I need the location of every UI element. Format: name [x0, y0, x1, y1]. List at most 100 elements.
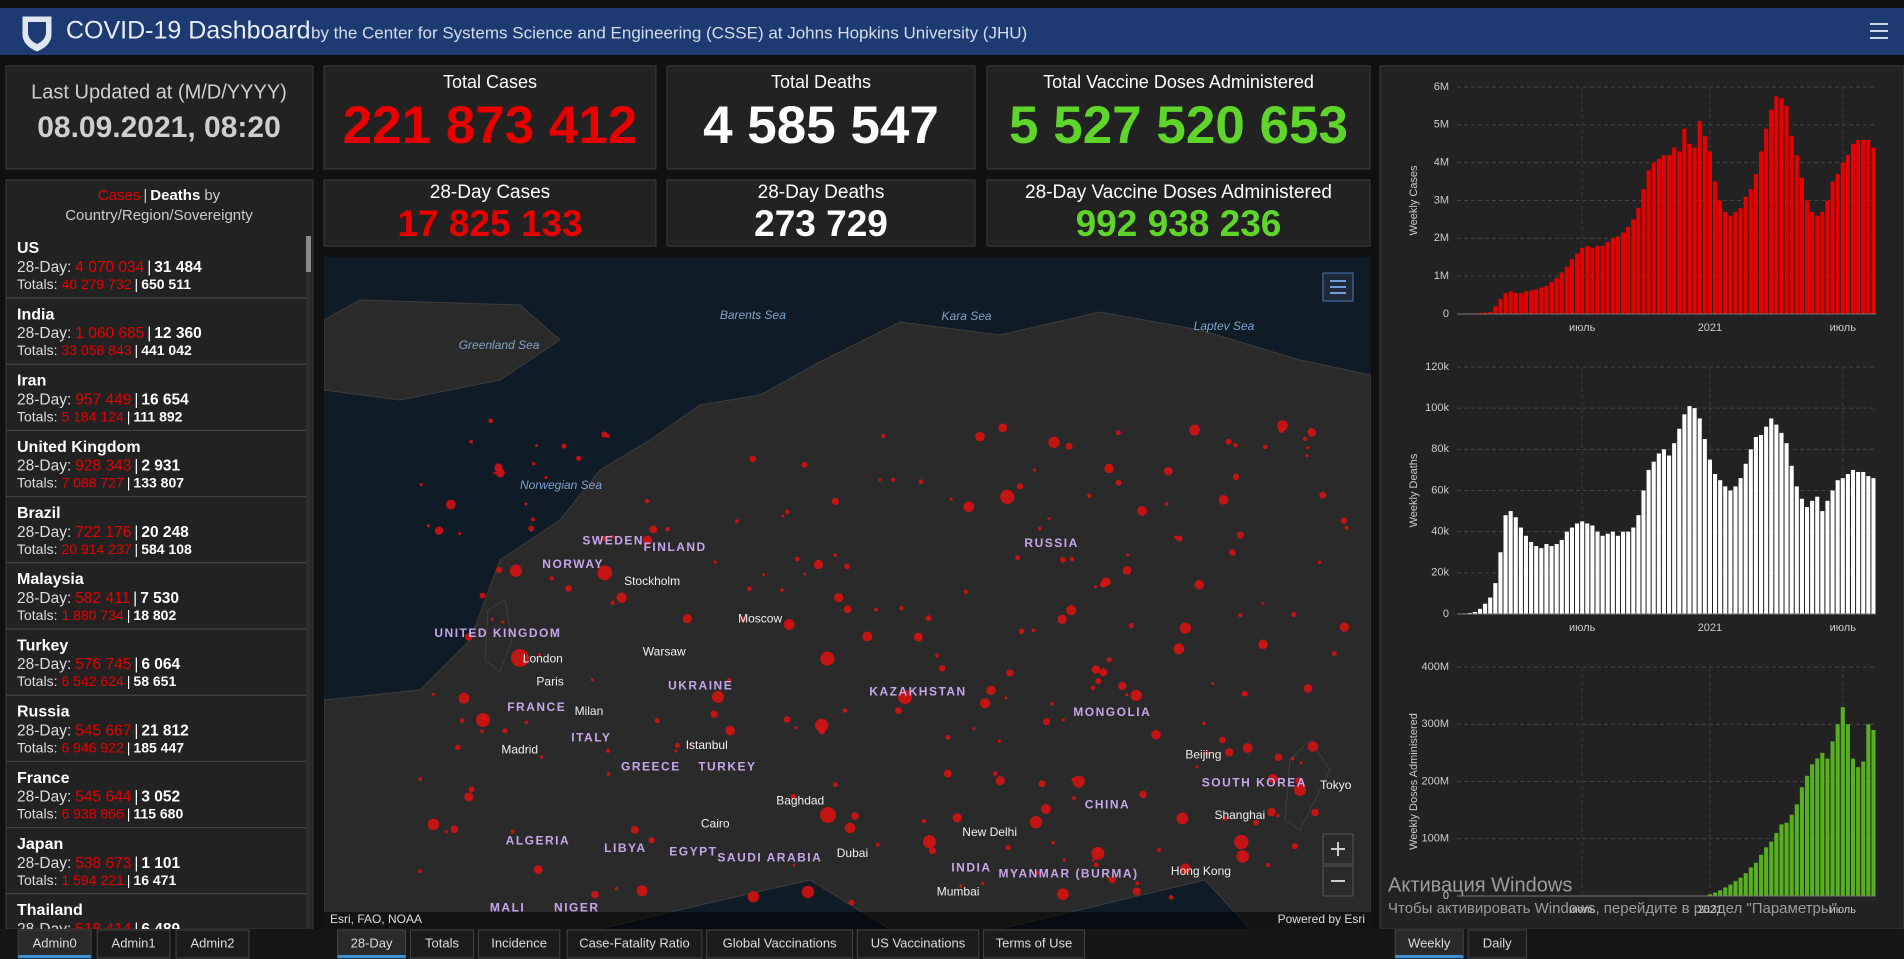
bar[interactable] [1871, 147, 1876, 314]
case-dot[interactable] [1225, 748, 1234, 757]
bar[interactable] [1707, 459, 1712, 614]
case-dot[interactable] [1268, 773, 1278, 784]
bar[interactable] [1585, 523, 1590, 614]
case-dot[interactable] [899, 605, 904, 611]
case-dot[interactable] [610, 534, 615, 539]
bar[interactable] [1850, 143, 1856, 314]
bar[interactable] [1610, 531, 1615, 614]
case-dot[interactable] [998, 423, 1008, 433]
case-dot[interactable] [848, 899, 855, 906]
bar[interactable] [1631, 219, 1636, 314]
case-dot[interactable] [1340, 517, 1347, 524]
bar[interactable] [1534, 546, 1539, 614]
case-dot[interactable] [1095, 678, 1102, 685]
bar[interactable] [1646, 170, 1651, 314]
bar[interactable] [1789, 136, 1794, 314]
case-dot[interactable] [997, 739, 1001, 743]
bar[interactable] [1748, 449, 1753, 614]
bar[interactable] [1840, 162, 1845, 314]
bar[interactable] [1529, 541, 1534, 614]
case-dot[interactable] [644, 498, 650, 504]
case-dot[interactable] [831, 497, 839, 505]
case-dot[interactable] [1072, 775, 1085, 788]
case-dot[interactable] [813, 559, 824, 570]
case-dot[interactable] [1265, 862, 1271, 868]
case-dot[interactable] [1005, 844, 1011, 850]
bar[interactable] [1804, 506, 1810, 614]
tab[interactable]: Terms of Use [983, 929, 1085, 959]
bar[interactable] [1799, 177, 1804, 314]
case-dot[interactable] [418, 776, 423, 781]
bar[interactable] [1707, 894, 1712, 896]
bar[interactable] [1718, 200, 1723, 315]
bar[interactable] [1774, 424, 1779, 614]
case-dot[interactable] [1038, 780, 1046, 788]
case-dot[interactable] [1305, 454, 1309, 458]
case-dot[interactable] [1180, 863, 1191, 874]
bar[interactable] [1529, 290, 1534, 314]
case-dot[interactable] [735, 519, 739, 523]
case-dot[interactable] [801, 885, 815, 899]
bar[interactable] [1554, 544, 1559, 614]
bar[interactable] [1733, 881, 1738, 896]
bar[interactable] [1595, 245, 1600, 314]
case-dot[interactable] [500, 620, 505, 624]
case-dot[interactable] [426, 524, 430, 528]
case-dot[interactable] [780, 588, 784, 592]
case-dot[interactable] [995, 776, 1005, 786]
case-dot[interactable] [1066, 605, 1077, 616]
case-dot[interactable] [1232, 473, 1240, 481]
case-dot[interactable] [834, 593, 844, 603]
tab[interactable]: Admin1 [96, 929, 171, 959]
case-dot[interactable] [981, 881, 985, 886]
bar[interactable] [1626, 226, 1631, 314]
case-dot[interactable] [815, 718, 829, 732]
case-dot[interactable] [1174, 535, 1178, 540]
case-dot[interactable] [654, 718, 660, 724]
case-dot[interactable] [511, 649, 529, 667]
bar[interactable] [1626, 531, 1631, 614]
case-dot[interactable] [1307, 428, 1317, 437]
case-dot[interactable] [1061, 718, 1065, 722]
case-dot[interactable] [1211, 681, 1215, 686]
case-dot[interactable] [833, 553, 838, 557]
bar[interactable] [1559, 272, 1564, 314]
case-dot[interactable] [1099, 668, 1108, 677]
bar[interactable] [1804, 775, 1810, 896]
country-row[interactable]: Thailand 28-Day:518 414|6 489 [6, 902, 306, 959]
case-dot[interactable] [792, 863, 796, 867]
case-dot[interactable] [1263, 444, 1268, 450]
case-dot[interactable] [712, 691, 724, 703]
case-dot[interactable] [939, 665, 946, 672]
case-dot[interactable] [530, 517, 536, 522]
case-dot[interactable] [851, 812, 859, 820]
bar[interactable] [1789, 465, 1794, 614]
bar[interactable] [1600, 535, 1605, 614]
bar[interactable] [1672, 147, 1677, 314]
case-dot[interactable] [1090, 685, 1096, 691]
case-dot[interactable] [972, 727, 976, 731]
tab[interactable]: Totals [409, 929, 475, 959]
bar[interactable] [1733, 486, 1738, 614]
bar[interactable] [1687, 143, 1692, 314]
bar[interactable] [1575, 523, 1580, 614]
bar[interactable] [1769, 841, 1774, 896]
case-dot[interactable] [740, 616, 747, 623]
case-dot[interactable] [1031, 628, 1036, 633]
case-dot[interactable] [459, 718, 465, 723]
bar[interactable] [1569, 259, 1575, 314]
case-dot[interactable] [1115, 430, 1121, 436]
case-dot[interactable] [785, 509, 790, 515]
bar[interactable] [1871, 478, 1876, 614]
case-dot[interactable] [590, 678, 594, 682]
bar[interactable] [1743, 463, 1748, 614]
bar[interactable] [1488, 312, 1493, 314]
case-dot[interactable] [949, 497, 953, 501]
case-dot[interactable] [1106, 657, 1112, 663]
case-dot[interactable] [1010, 870, 1014, 874]
case-dot[interactable] [688, 742, 693, 747]
bar[interactable] [1866, 476, 1871, 614]
case-dot[interactable] [1176, 812, 1189, 825]
case-dot[interactable] [1238, 613, 1243, 618]
